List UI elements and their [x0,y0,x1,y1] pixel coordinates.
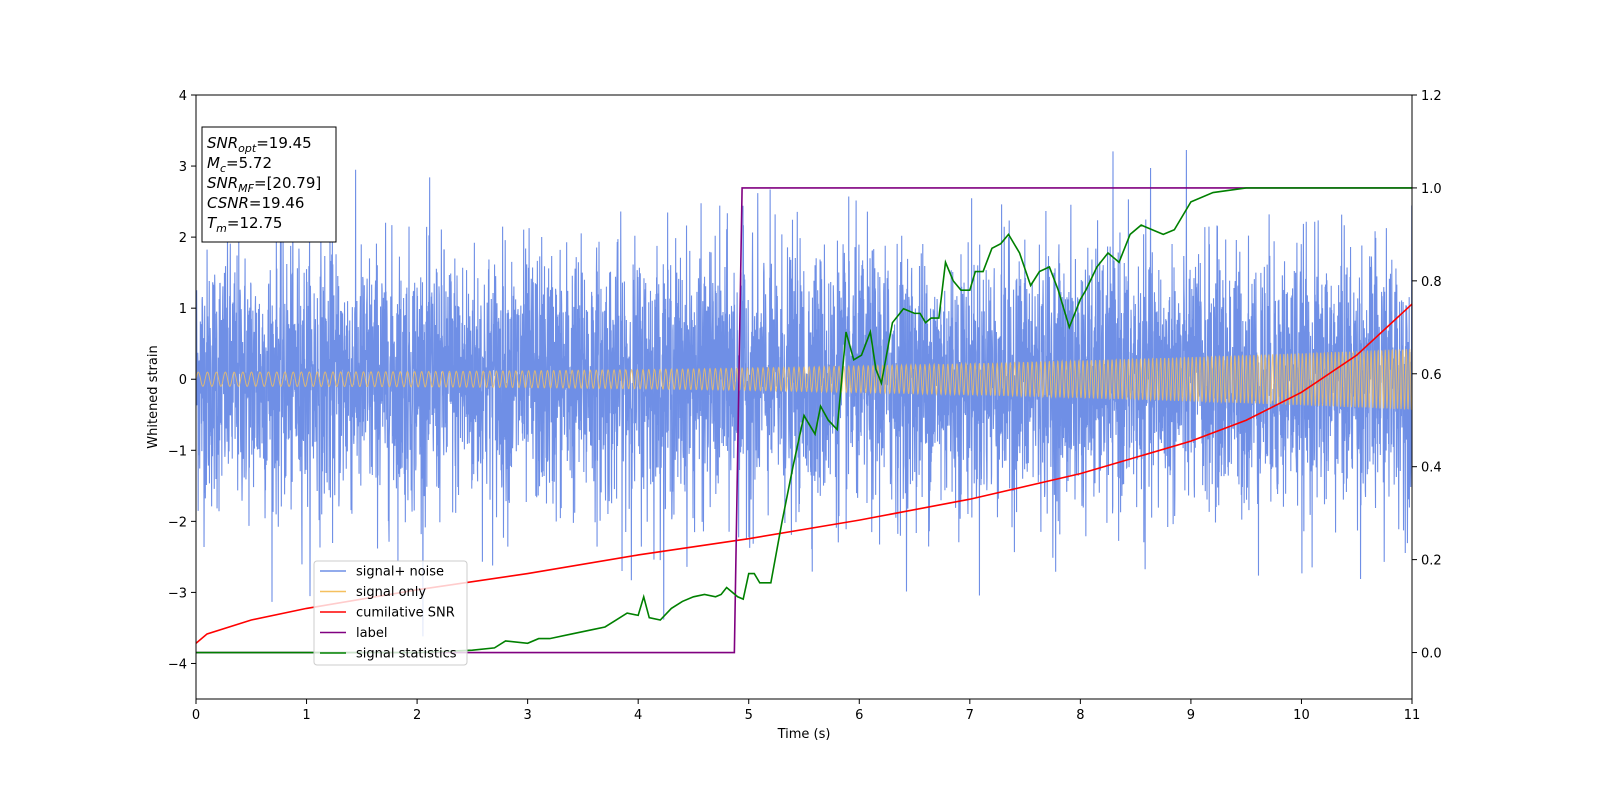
y2-tick-label: 0.6 [1421,368,1442,383]
x-tick-label: 1 [302,708,310,723]
y-tick-label: −3 [168,586,187,601]
series-signal-statistics-line [196,187,1412,654]
plot-frame [195,94,1413,700]
y2-tick-label: 0.2 [1421,554,1442,569]
legend-label: signal statistics [356,647,457,662]
info-line: Tm=12.75 [207,214,282,235]
y-tick-label: 4 [179,89,187,104]
y2-tick-label: 0.8 [1421,275,1442,290]
info-box: SNRopt=19.45Mc=5.72SNRMF=[20.79]CSNR=19.… [201,126,337,243]
legend-frame [313,560,468,666]
legend-label: cumilative SNR [356,606,455,621]
y-tick-label: 1 [179,302,187,317]
y-tick-label: −2 [168,515,187,530]
legend-label: signal+ noise [356,565,444,580]
x-tick-label: 7 [966,708,974,723]
info-line: CSNR=19.46 [207,194,304,212]
x-tick-label: 8 [1076,708,1084,723]
series-cumilative-snr-line [196,303,1412,644]
x-tick-label: 0 [192,708,200,723]
info-line: Mc=5.72 [207,154,272,175]
y-tick-label: 0 [179,373,187,388]
x-axis-label: Time (s) [777,727,831,742]
x-tick-label: 9 [1187,708,1195,723]
x-tick-label: 2 [413,708,421,723]
x-tick-label: 10 [1293,708,1310,723]
info-line: SNRopt=19.45 [207,134,312,155]
info-box-frame [201,126,337,243]
y-tick-label: −4 [168,657,187,672]
info-line: SNRMF=[20.79] [207,174,321,195]
y-axis-label: Whitened strain [146,345,161,448]
legend-label: signal only [356,585,426,600]
x-tick-label: 6 [855,708,863,723]
x-tick-label: 4 [634,708,642,723]
y2-tick-label: 1.0 [1421,182,1442,197]
y-tick-label: −1 [168,444,187,459]
series-signal-noise-line [196,150,1412,637]
y2-tick-label: 1.2 [1421,89,1442,104]
y2-tick-label: 0.0 [1421,647,1442,662]
x-tick-label: 3 [523,708,531,723]
y-tick-label: 3 [179,160,187,175]
y2-tick-label: 0.4 [1421,461,1442,476]
legend-label: label [356,626,387,641]
series-signal-only-line [196,348,1412,410]
legend: signal+ noise signal only cumilative SNR la… [313,560,468,666]
x-tick-label: 11 [1404,708,1421,723]
y-tick-label: 2 [179,231,187,246]
x-tick-label: 5 [745,708,753,723]
